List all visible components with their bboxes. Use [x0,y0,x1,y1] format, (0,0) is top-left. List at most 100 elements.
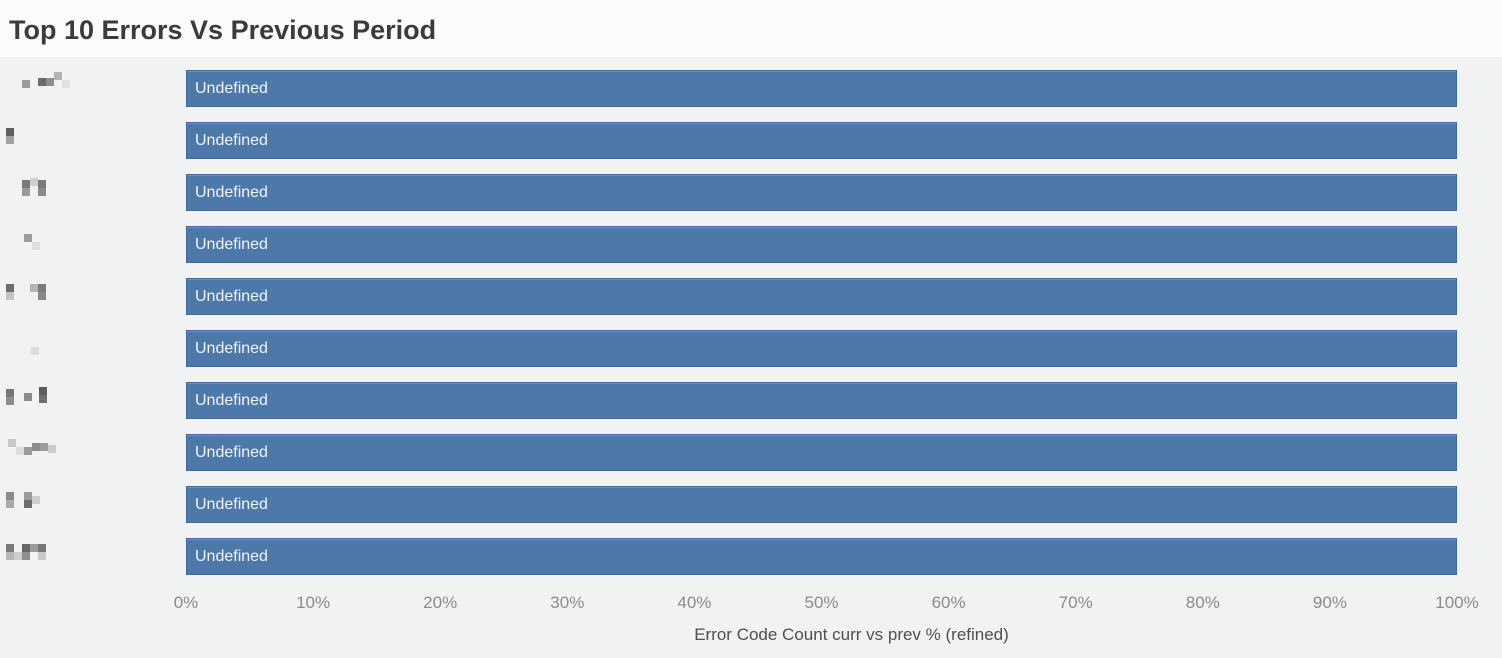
x-axis-label: Error Code Count curr vs prev % (refined… [694,625,1009,644]
redacted-pixel [6,136,14,144]
redacted-pixel [6,544,14,552]
redacted-pixel [30,178,38,186]
redacted-pixel [22,180,30,188]
x-axis-tick: 10% [296,593,331,612]
bar-row: Undefined [0,486,1502,523]
bar[interactable]: Undefined [186,382,1457,419]
redacted-category-label [0,122,186,159]
x-axis-tick: 30% [550,593,585,612]
redacted-category-label [0,226,186,263]
bar[interactable]: Undefined [186,278,1457,315]
redacted-pixel [32,242,40,250]
redacted-category-label [0,174,186,211]
redacted-pixel [24,393,32,401]
redacted-pixel [54,72,62,80]
bar-value-label: Undefined [195,443,268,461]
bar-value-label: Undefined [195,339,268,357]
bar-row: Undefined [0,538,1502,575]
redacted-pixel [6,292,14,300]
redacted-pixel [62,80,70,88]
chart-title: Top 10 Errors Vs Previous Period [9,15,437,45]
redacted-pixel [6,492,14,500]
bar-value-label: Undefined [195,547,268,565]
redacted-pixel [39,395,47,403]
redacted-pixel [38,284,46,292]
bar-row: Undefined [0,174,1502,211]
bar-value-label: Undefined [195,183,268,201]
bar-chart-plot-area: Undefined Undefined Undefined Undefined Unde… [0,57,1502,658]
bar[interactable]: Undefined [186,434,1457,471]
redacted-pixel [39,387,47,395]
x-axis-tick: 60% [931,593,966,612]
redacted-pixel [40,443,48,451]
bar[interactable]: Undefined [186,70,1457,107]
bar-value-label: Undefined [195,287,268,305]
x-axis-tick: 80% [1185,593,1220,612]
redacted-category-label [0,486,186,523]
redacted-pixel [24,234,32,242]
bar[interactable]: Undefined [186,538,1457,575]
redacted-category-label [0,330,186,367]
redacted-pixel [6,500,14,508]
x-axis-tick: 70% [1058,593,1093,612]
bar-row: Undefined [0,278,1502,315]
redacted-pixel [6,389,14,397]
x-axis-tick: 0% [173,593,199,612]
redacted-pixel [48,445,56,453]
redacted-pixel [31,347,39,355]
chart-title-bar: Top 10 Errors Vs Previous Period [0,0,1502,57]
bar[interactable]: Undefined [186,174,1457,211]
redacted-pixel [24,447,32,455]
bar[interactable]: Undefined [186,122,1457,159]
redacted-pixel [24,500,32,508]
redacted-pixel [38,180,46,188]
redacted-pixel [46,78,54,86]
redacted-pixel [38,544,46,552]
bar-value-label: Undefined [195,391,268,409]
redacted-pixel [30,284,38,292]
x-axis-tick: 40% [677,593,712,612]
redacted-pixel [38,552,46,560]
redacted-pixel [24,492,32,500]
redacted-pixel [22,552,30,560]
redacted-pixel [38,78,46,86]
redacted-pixel [22,188,30,196]
x-axis-tick: 20% [423,593,458,612]
redacted-pixel [6,397,14,405]
redacted-pixel [6,128,14,136]
bar-row: Undefined [0,122,1502,159]
redacted-pixel [22,80,30,88]
bar-value-label: Undefined [195,495,268,513]
redacted-pixel [22,544,30,552]
bar[interactable]: Undefined [186,486,1457,523]
redacted-pixel [30,544,38,552]
redacted-category-label [0,70,186,107]
redacted-pixel [32,496,40,504]
bar-value-label: Undefined [195,235,268,253]
redacted-category-label [0,382,186,419]
redacted-category-label [0,538,186,575]
redacted-pixel [16,447,24,455]
redacted-pixel [8,439,16,447]
bar[interactable]: Undefined [186,330,1457,367]
redacted-category-label [0,278,186,315]
bar-value-label: Undefined [195,131,268,149]
bar-row: Undefined [0,70,1502,107]
x-axis-tick: 90% [1312,593,1347,612]
redacted-pixel [38,292,46,300]
redacted-pixel [6,552,14,560]
x-axis-tick: 50% [804,593,839,612]
bar-row: Undefined [0,434,1502,471]
redacted-category-label [0,434,186,471]
bar-row: Undefined [0,330,1502,367]
bar-value-label: Undefined [195,79,268,97]
bar-row: Undefined [0,382,1502,419]
redacted-pixel [32,443,40,451]
redacted-pixel [14,552,22,560]
redacted-pixel [6,284,14,292]
x-axis-tick: 100% [1435,593,1479,612]
bar[interactable]: Undefined [186,226,1457,263]
x-axis: 0% 10% 20% 30% 40% 50% 60% 70% 80% 90% 100% [0,593,1502,615]
redacted-pixel [38,188,46,196]
